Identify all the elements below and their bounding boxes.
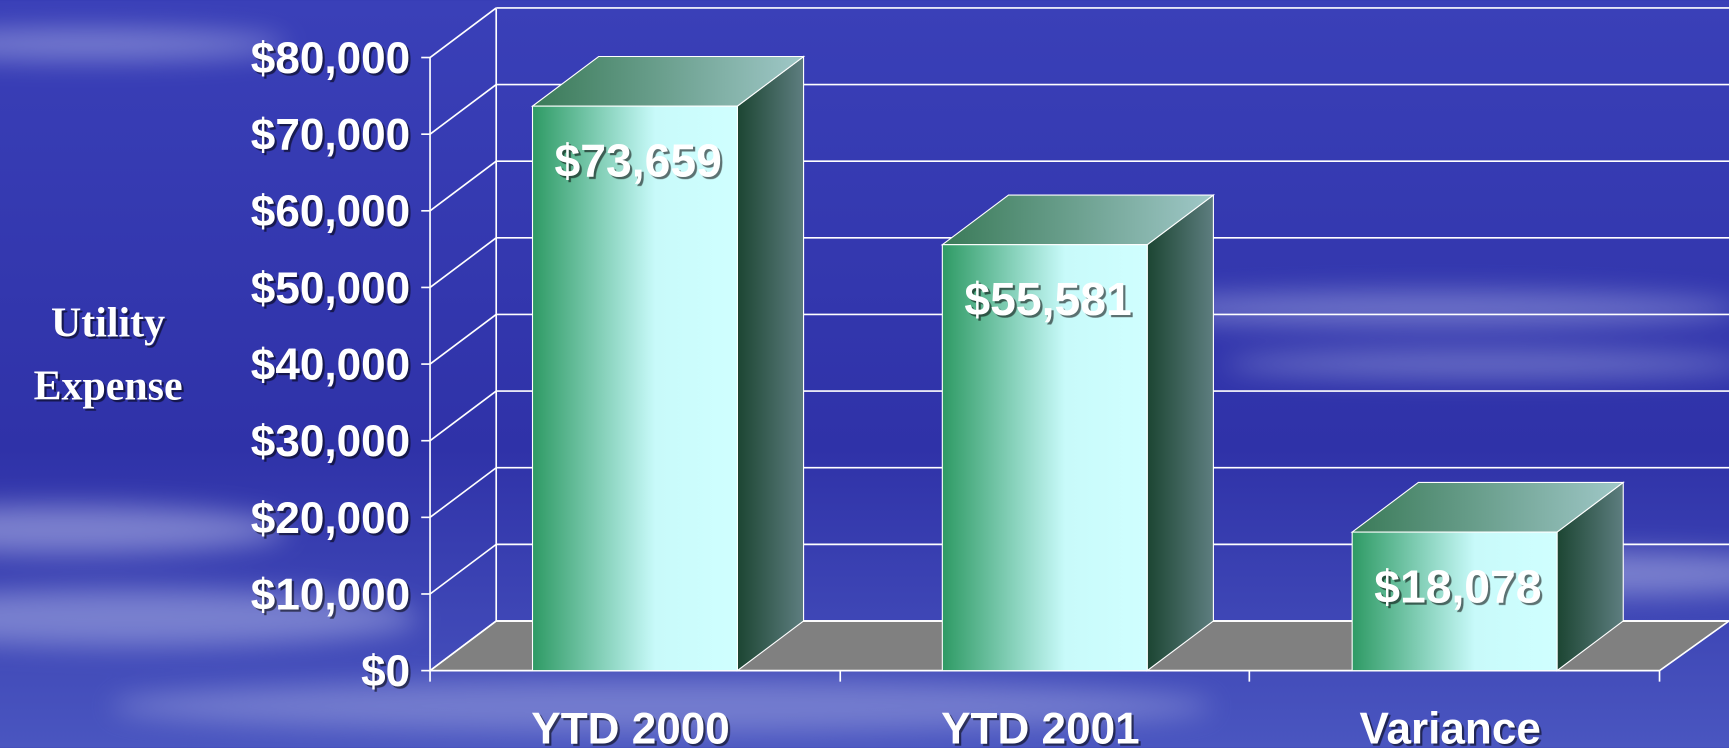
grid-line — [429, 237, 497, 289]
bar — [1350, 481, 1625, 672]
grid-line — [429, 543, 497, 595]
y-tick-label: $40,000 — [251, 341, 410, 390]
y-axis-label: Expense — [34, 363, 183, 409]
bar-side — [736, 55, 805, 672]
y-tick-label: $0 — [361, 647, 410, 696]
bar — [530, 55, 806, 672]
bar-front — [941, 244, 1148, 672]
grid-line — [429, 467, 497, 519]
grid-line — [429, 313, 497, 365]
x-ticks — [429, 670, 1661, 682]
value-label: $18,078 — [1374, 561, 1541, 613]
bar-side — [1146, 193, 1214, 672]
y-tick-label: $10,000 — [251, 570, 410, 619]
bar-front — [531, 105, 738, 672]
grid-line — [429, 83, 497, 135]
grid-line — [429, 160, 497, 212]
y-tick-label: $20,000 — [251, 494, 410, 543]
y-axis-label: Utility — [51, 301, 165, 347]
grid-line — [429, 7, 497, 59]
x-tick-label: Variance — [1359, 704, 1540, 748]
y-tick-labels: $0 $10,000 $20,000 $30,000 $40,000 $50,000 $60… — [251, 34, 410, 696]
y-tick-label: $70,000 — [251, 111, 410, 160]
bar — [940, 193, 1216, 672]
grid-line — [429, 620, 497, 672]
y-tick-label: $60,000 — [251, 187, 410, 236]
x-tick-label: YTD 2001 — [941, 704, 1140, 748]
y-tick-label: $50,000 — [251, 264, 410, 313]
y-tick-label: $80,000 — [251, 34, 410, 83]
x-tick-label: YTD 2000 — [531, 704, 730, 748]
bar-front — [1351, 531, 1558, 672]
value-label: $73,659 — [555, 135, 722, 187]
y-tick-label: $30,000 — [251, 417, 410, 466]
grid-line — [429, 390, 497, 442]
value-label: $55,581 — [964, 273, 1131, 325]
